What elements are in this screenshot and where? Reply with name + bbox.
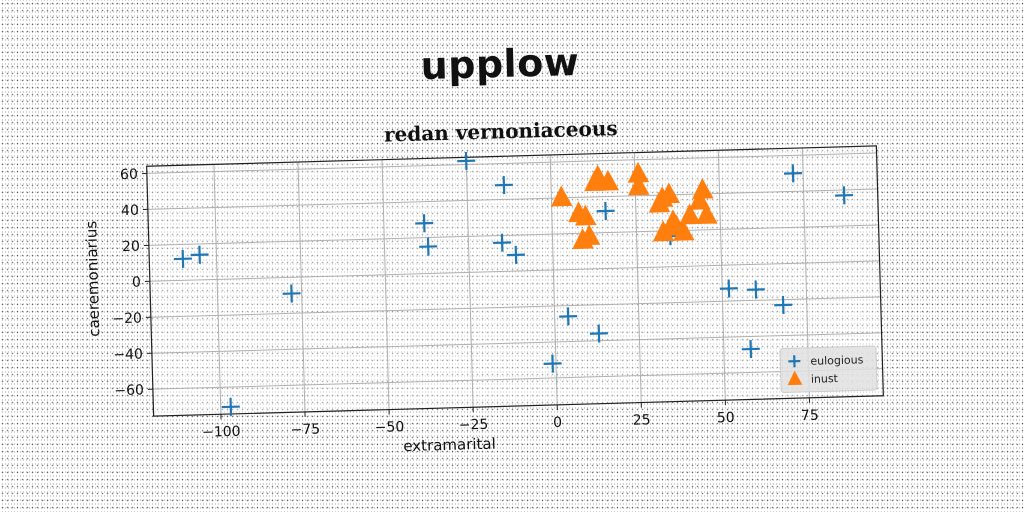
data-point-triangle <box>689 188 711 210</box>
y-tick-label: −20 <box>112 311 142 328</box>
data-point-plus <box>746 280 765 299</box>
data-point-plus <box>419 237 438 256</box>
data-point-plus <box>596 201 615 221</box>
data-point-triangle <box>597 169 620 191</box>
y-gridline <box>152 368 883 390</box>
y-tick-label: 0 <box>132 275 141 291</box>
x-gridline <box>297 161 306 412</box>
legend-box <box>779 345 878 394</box>
y-gridline <box>147 188 878 210</box>
x-tick-label: 25 <box>633 412 651 428</box>
x-tick-label: −25 <box>459 417 489 434</box>
data-point-triangle <box>696 203 718 225</box>
plot-area <box>146 145 884 417</box>
y-gridline <box>146 152 877 174</box>
x-gridline <box>381 159 390 410</box>
x-tick-label: −100 <box>202 424 241 441</box>
data-point-plus <box>190 245 209 264</box>
x-tick-label: −50 <box>375 419 405 436</box>
data-point-plus <box>559 307 578 326</box>
data-point-triangle <box>578 224 601 246</box>
y-gridline <box>149 260 880 282</box>
x-tick-label: −75 <box>290 421 320 438</box>
data-point-plus <box>282 284 301 303</box>
x-tick-label: 50 <box>717 410 735 426</box>
x-gridline <box>213 164 222 415</box>
y-tick-label: −60 <box>114 382 144 399</box>
data-point-plus <box>783 164 803 183</box>
data-point-plus <box>457 151 476 170</box>
y-gridline <box>151 332 882 354</box>
data-point-plus <box>741 340 760 359</box>
x-tick-label: 0 <box>553 415 562 431</box>
data-point-plus <box>493 233 512 252</box>
data-point-triangle <box>550 185 573 207</box>
data-point-plus <box>415 214 434 233</box>
data-point-plus <box>719 279 738 298</box>
data-point-plus <box>774 295 793 315</box>
y-gridline <box>148 224 879 246</box>
data-point-plus <box>221 397 240 416</box>
plot-frame <box>146 145 884 417</box>
x-axis-label: extramarital <box>403 435 496 456</box>
data-point-triangle <box>628 174 650 196</box>
y-tick-label: −40 <box>113 346 143 363</box>
series-inust <box>550 161 718 250</box>
x-gridline <box>717 150 726 401</box>
data-point-plus <box>835 186 854 205</box>
data-point-plus <box>589 324 608 343</box>
data-point-triangle <box>658 182 681 204</box>
plot-group: redan vernoniaceous −100 −75 −50 −25 0 25 50 75 −… <box>82 116 884 456</box>
chart-title: redan vernoniaceous <box>384 116 618 147</box>
data-point-triangle <box>575 204 597 226</box>
data-point-plus <box>543 354 562 373</box>
legend-marker <box>787 370 803 386</box>
y-tick-label: 60 <box>120 167 138 183</box>
legend-marker <box>788 355 801 368</box>
data-point-plus <box>494 176 513 195</box>
data-point-plus <box>173 249 192 268</box>
x-gridline <box>465 157 474 408</box>
legend: eulogious inust <box>779 345 878 394</box>
y-tick-label: 20 <box>122 239 140 255</box>
legend-label: eulogious <box>810 353 864 367</box>
y-axis-label: caeremoniarius <box>82 220 103 337</box>
data-point-plus <box>506 245 525 264</box>
legend-label: inust <box>811 372 839 386</box>
y-gridline <box>150 296 881 318</box>
x-tick-label: 75 <box>801 408 819 424</box>
y-tick-label: 40 <box>121 203 139 219</box>
data-point-triangle <box>673 219 695 241</box>
data-point-triangle <box>652 220 675 242</box>
data-point-triangle <box>679 203 701 225</box>
